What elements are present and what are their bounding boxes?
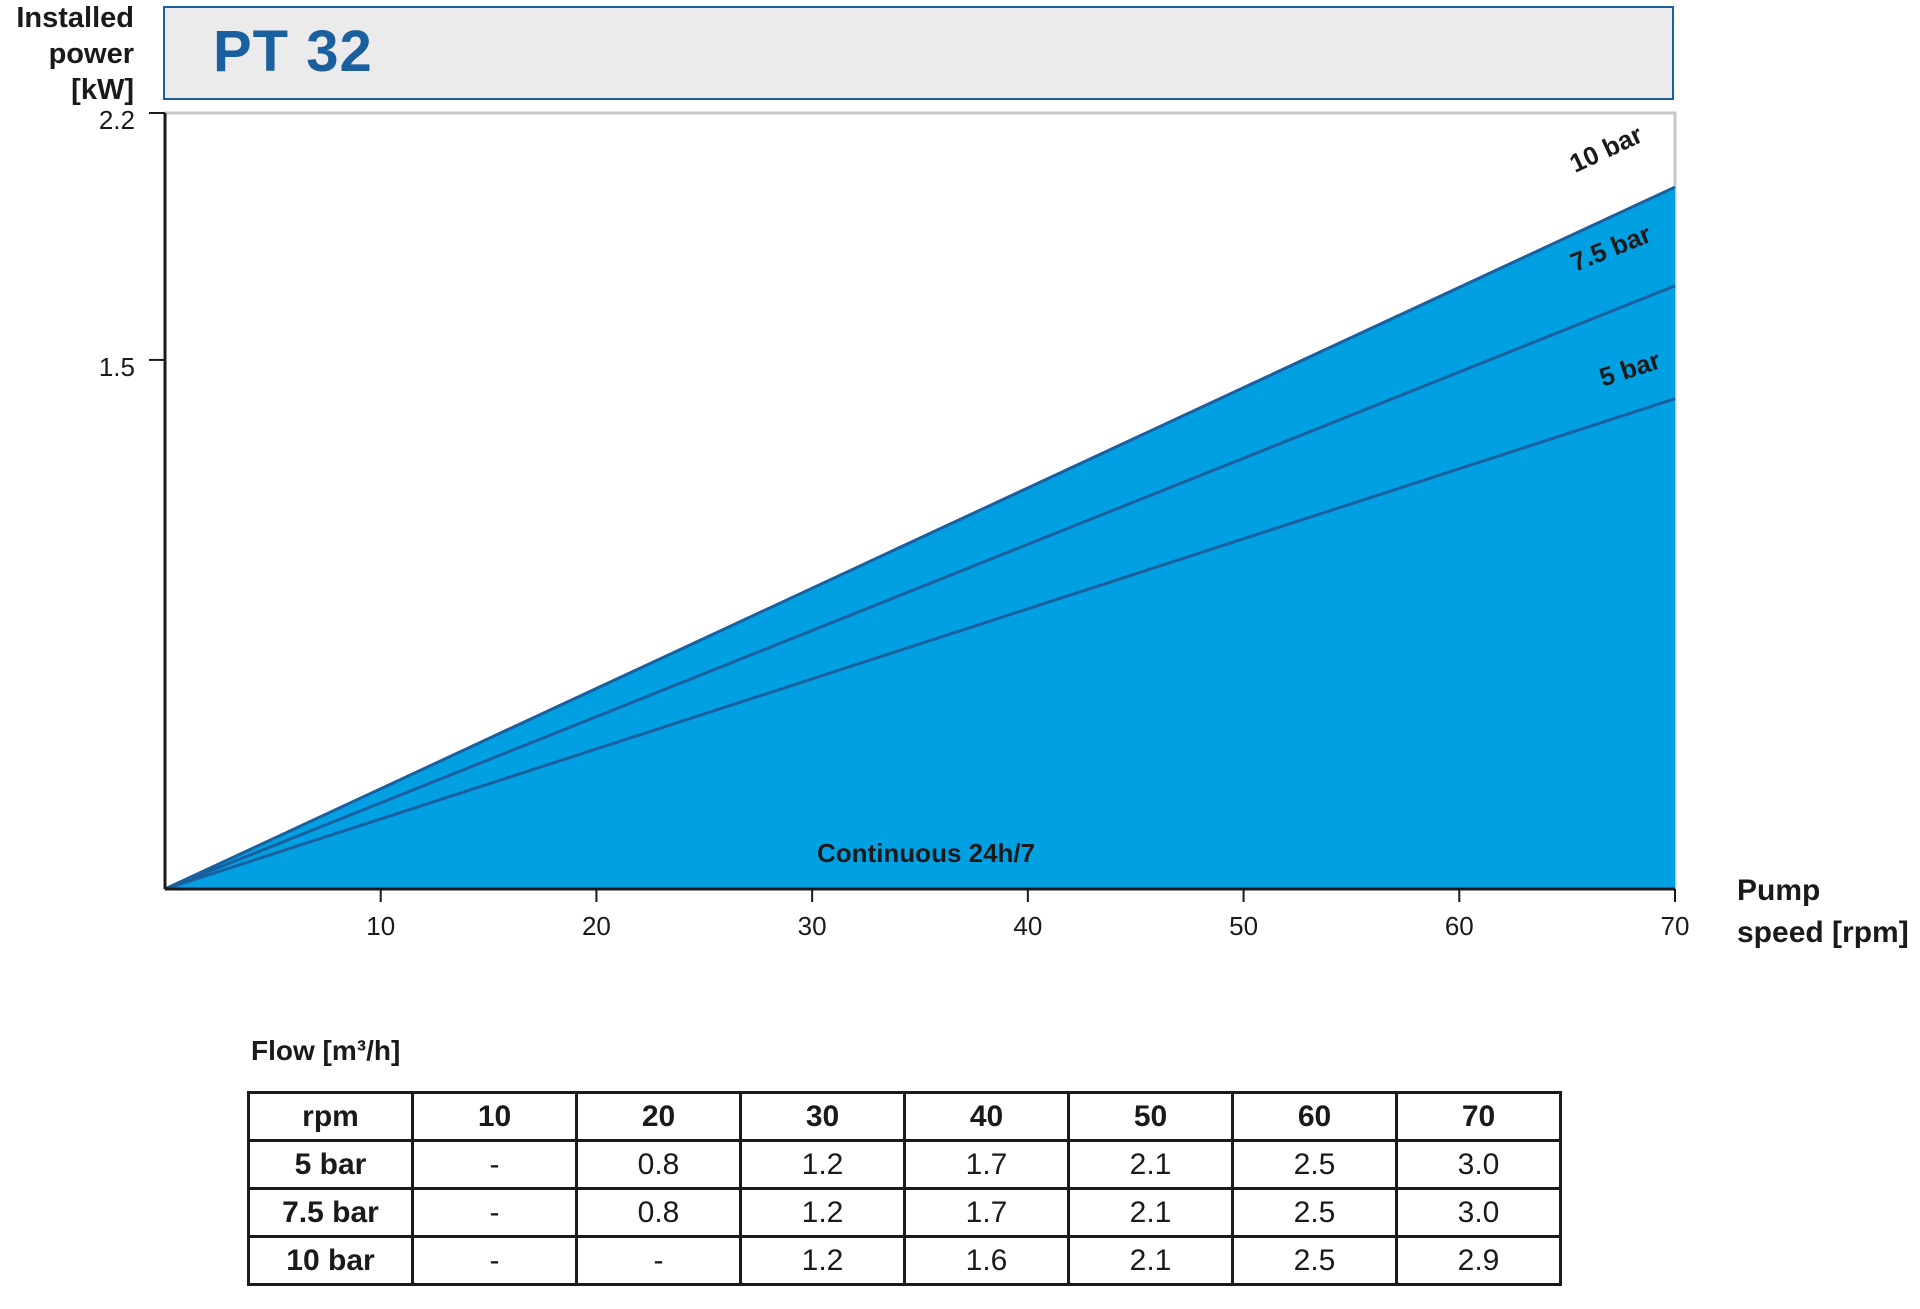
table-cell: 1.7 bbox=[903, 1187, 1070, 1238]
table-row: 7.5 bar - 0.8 1.2 1.7 2.1 2.5 3.0 bbox=[247, 1187, 1562, 1238]
y-tick-label: 2.2 bbox=[99, 105, 135, 135]
row-label-cell: 5 bar bbox=[247, 1139, 414, 1190]
flow-table: rpm 10 20 30 40 50 60 70 5 bar - 0.8 1.2… bbox=[247, 1091, 1562, 1286]
series-line-10-bar bbox=[164, 185, 1676, 891]
table-cell: - bbox=[411, 1187, 578, 1238]
table-cell: 3.0 bbox=[1395, 1139, 1562, 1190]
table-cell: 3.0 bbox=[1395, 1187, 1562, 1238]
y-axis-label-line: Installed bbox=[16, 2, 134, 34]
table-cell: 2.5 bbox=[1231, 1187, 1398, 1238]
table-cell: 0.8 bbox=[575, 1187, 742, 1238]
y-tick-label: 1.5 bbox=[99, 352, 135, 382]
table-cell: 1.7 bbox=[903, 1139, 1070, 1190]
header-cell: rpm bbox=[247, 1091, 414, 1142]
series-line-5-bar bbox=[164, 397, 1676, 891]
header-cell: 60 bbox=[1231, 1091, 1398, 1142]
row-label-cell: 10 bar bbox=[247, 1235, 414, 1286]
y-axis-label-line: [kW] bbox=[71, 74, 134, 106]
chart-title: PT 32 bbox=[213, 19, 373, 84]
table-cell: - bbox=[411, 1139, 578, 1190]
table-caption: Flow [m³/h] bbox=[251, 1035, 401, 1066]
table-cell: 2.9 bbox=[1395, 1235, 1562, 1286]
x-tick-label: 40 bbox=[1013, 911, 1042, 941]
header-cell: 70 bbox=[1395, 1091, 1562, 1142]
y-axis-label-line: power bbox=[48, 38, 134, 70]
table-cell: 2.1 bbox=[1067, 1187, 1234, 1238]
header-cell: 40 bbox=[903, 1091, 1070, 1142]
x-tick-label: 60 bbox=[1445, 911, 1474, 941]
region-label: Continuous 24h/7 bbox=[817, 838, 1035, 868]
table-row: 10 bar - - 1.2 1.6 2.1 2.5 2.9 bbox=[247, 1235, 1562, 1286]
x-tick-label: 20 bbox=[582, 911, 611, 941]
x-tick-label: 70 bbox=[1661, 911, 1690, 941]
header-cell: 10 bbox=[411, 1091, 578, 1142]
table-cell: 1.2 bbox=[739, 1235, 906, 1286]
table-header-row: rpm 10 20 30 40 50 60 70 bbox=[247, 1091, 1562, 1142]
table-cell: 0.8 bbox=[575, 1139, 742, 1190]
table-cell: 1.2 bbox=[739, 1139, 906, 1190]
x-axis-label: Pump speed [rpm] bbox=[1737, 870, 1909, 954]
table-cell: 2.1 bbox=[1067, 1139, 1234, 1190]
table-cell: - bbox=[575, 1235, 742, 1286]
table-cell: 2.5 bbox=[1231, 1235, 1398, 1286]
table-cell: - bbox=[411, 1235, 578, 1286]
x-axis-label-line: speed [rpm] bbox=[1737, 916, 1909, 949]
series-line-7_5-bar bbox=[164, 284, 1676, 891]
row-label-cell: 7.5 bar bbox=[247, 1187, 414, 1238]
header-cell: 30 bbox=[739, 1091, 906, 1142]
header-cell: 50 bbox=[1067, 1091, 1234, 1142]
table-cell: 2.1 bbox=[1067, 1235, 1234, 1286]
x-tick-label: 10 bbox=[366, 911, 395, 941]
table-cell: 1.6 bbox=[903, 1235, 1070, 1286]
y-axis-label: Installed power [kW] bbox=[0, 0, 134, 108]
table-row: 5 bar - 0.8 1.2 1.7 2.1 2.5 3.0 bbox=[247, 1139, 1562, 1190]
x-axis-label-line: Pump bbox=[1737, 874, 1821, 907]
table-cell: 1.2 bbox=[739, 1187, 906, 1238]
x-tick-label: 50 bbox=[1229, 911, 1258, 941]
header-cell: 20 bbox=[575, 1091, 742, 1142]
table-cell: 2.5 bbox=[1231, 1139, 1398, 1190]
title-banner: PT 32 bbox=[163, 6, 1674, 100]
x-tick-label: 30 bbox=[798, 911, 827, 941]
